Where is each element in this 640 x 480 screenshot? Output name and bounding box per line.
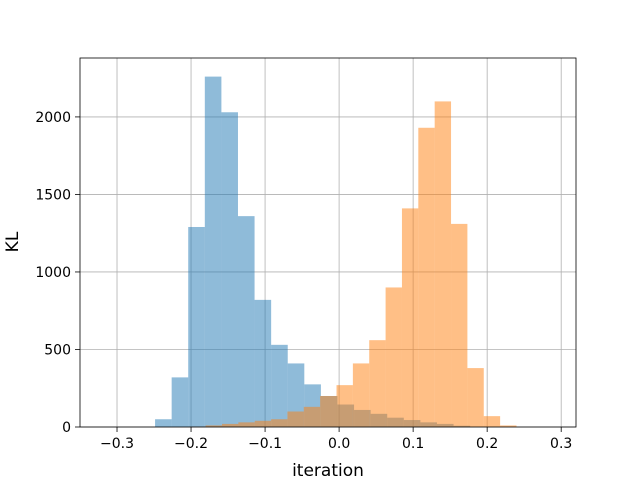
histogram-bar [155,419,172,427]
histogram-bars [155,76,517,427]
histogram-bar [451,223,468,427]
plot-frame [79,57,577,428]
histogram-bar [483,416,501,427]
histogram-bar [271,419,288,427]
histogram-bar [254,420,272,427]
y-tick-label: 1500 [35,187,71,203]
y-tick-label: 2000 [35,110,71,126]
histogram-bar [303,406,321,427]
x-axis-title: iteration [292,461,364,480]
histogram-bar [385,287,402,427]
histogram-bar [171,377,189,427]
histogram-bar [238,422,255,427]
histogram-bar [287,363,305,427]
x-tick-label: −0.1 [248,436,282,452]
histogram-bar [418,127,435,427]
x-tick-label: 0.1 [402,436,424,452]
histogram-bar [237,216,255,427]
histogram-bar [204,76,222,427]
histogram-bar [401,208,419,427]
y-tick-label: 0 [62,420,71,436]
histogram-bar [271,344,288,427]
histogram-series-2 [189,101,517,427]
histogram-bar [336,385,353,427]
histogram-bar [434,101,452,427]
histogram-bar [500,425,517,427]
histogram-bar [467,368,484,427]
y-tick-label: 1000 [35,265,71,281]
y-axis: 0 500 1000 1500 2000 [35,110,80,436]
x-tick-label: −0.2 [174,436,208,452]
histogram-series-1 [155,76,471,427]
histogram-bar [287,411,304,427]
histogram-bar [221,112,238,427]
y-tick-label: 500 [44,342,71,358]
histogram-bar [254,299,272,427]
histogram-bar [369,340,386,427]
histogram-bar [205,425,222,427]
x-tick-label: 0.2 [476,436,498,452]
x-tick-label: −0.3 [100,436,134,452]
histogram-bar [221,423,239,427]
x-tick-label: 0.3 [550,436,572,452]
histogram-bar [320,395,337,427]
x-tick-label: 0.0 [328,436,350,452]
histogram-bar [188,226,205,427]
y-axis-title: KL [3,231,23,252]
x-axis: −0.3 −0.2 −0.1 0.0 0.1 0.2 0.3 [100,427,572,452]
histogram-bar [352,363,370,427]
grid-lines [80,58,576,428]
